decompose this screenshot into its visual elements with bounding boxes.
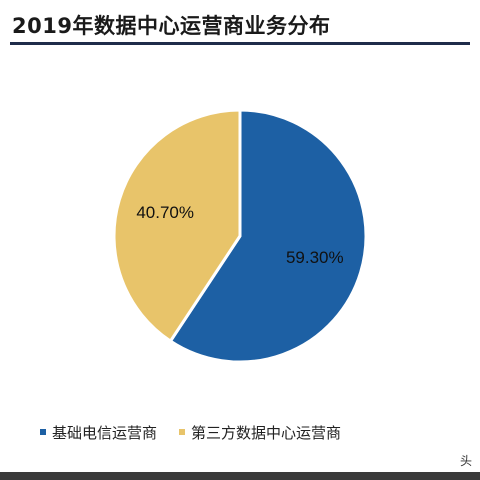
chart-legend: 基础电信运营商 第三方数据中心运营商 [40,420,363,444]
pie-slice-third-party [112,108,242,343]
legend-label-third-party: 第三方数据中心运营商 [191,423,342,442]
legend-swatch-third-party [179,429,186,435]
data-label-basic-telecom: 59.30% [286,248,344,267]
chart-title: 2019年数据中心运营商业务分布 [12,14,331,38]
legend-label-basic-telecom: 基础电信运营商 [52,423,158,442]
pie-slices [112,108,368,364]
title-bar: 2019年数据中心运营商业务分布 [10,4,470,45]
legend-swatch-basic-telecom [40,429,46,435]
pie-data-labels: 59.30% 40.70% [136,203,343,267]
legend-item-third-party: 第三方数据中心运营商 [179,422,341,443]
footer-bar [0,472,480,480]
pie-slice-basic-telecom [168,108,368,364]
watermark-text: 头 [460,454,473,468]
data-label-third-party: 40.70% [136,203,194,222]
legend-item-basic-telecom: 基础电信运营商 [40,422,157,443]
pie-chart: 59.30% 40.70% [112,108,368,364]
